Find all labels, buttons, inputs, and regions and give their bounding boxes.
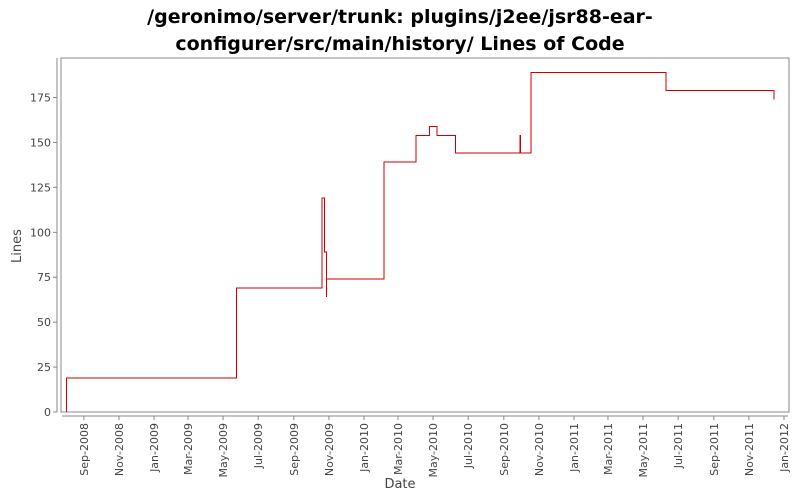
x-tick-label: Mar-2010	[392, 423, 405, 475]
x-tick-label: May-2010	[427, 423, 440, 478]
x-axis-title: Date	[384, 477, 416, 492]
chart-title-line-1: /geronimo/server/trunk: plugins/j2ee/jsr…	[147, 6, 653, 28]
y-tick-label: 50	[37, 316, 51, 329]
x-tick-label: Jan-2010	[358, 423, 371, 473]
x-tick-label: Sep-2009	[288, 423, 301, 476]
y-tick-label: 175	[30, 92, 51, 105]
y-tick-label: 25	[37, 361, 51, 374]
x-tick-label: May-2011	[637, 423, 650, 478]
x-tick-label: Mar-2009	[182, 423, 195, 475]
x-tick-label: Jan-2011	[568, 423, 581, 473]
y-tick-label: 75	[37, 271, 51, 284]
plot-area	[60, 57, 790, 413]
series-layer	[66, 71, 775, 412]
y-tick-label: 0	[44, 406, 51, 419]
chart-title-line-2: configurer/src/main/history/ Lines of Co…	[175, 33, 625, 55]
x-tick-label: Jul-2011	[672, 423, 685, 469]
x-tick-label: Jan-2009	[148, 423, 161, 473]
y-axis-title: Lines	[10, 229, 25, 263]
y-tick-label: 100	[30, 226, 51, 239]
x-tick-label: Nov-2010	[533, 423, 546, 476]
x-tick-label: Jul-2010	[462, 423, 475, 469]
y-axis: 0 25 50 75 100 125 150 175	[30, 58, 58, 419]
x-tick-label: Sep-2010	[498, 423, 511, 476]
x-tick-label: Nov-2011	[743, 423, 756, 476]
x-tick-label: May-2009	[217, 423, 230, 478]
x-tick-label: Mar-2011	[602, 423, 615, 475]
series-line-0	[66, 71, 775, 412]
chart-title: /geronimo/server/trunk: plugins/j2ee/jsr…	[0, 4, 800, 58]
x-tick-label: Jan-2012	[778, 423, 791, 473]
y-tick-label: 125	[30, 181, 51, 194]
x-tick-label: Nov-2008	[113, 423, 126, 476]
y-tick-label: 150	[30, 136, 51, 149]
x-tick-label: Sep-2011	[708, 423, 721, 476]
x-tick-label: Sep-2008	[78, 423, 91, 476]
x-axis: Sep-2008 Nov-2008 Jan-2009 Mar-2009 May-2009…	[62, 415, 791, 478]
x-tick-label: Nov-2009	[323, 423, 336, 476]
x-tick-label: Jul-2009	[252, 423, 265, 469]
